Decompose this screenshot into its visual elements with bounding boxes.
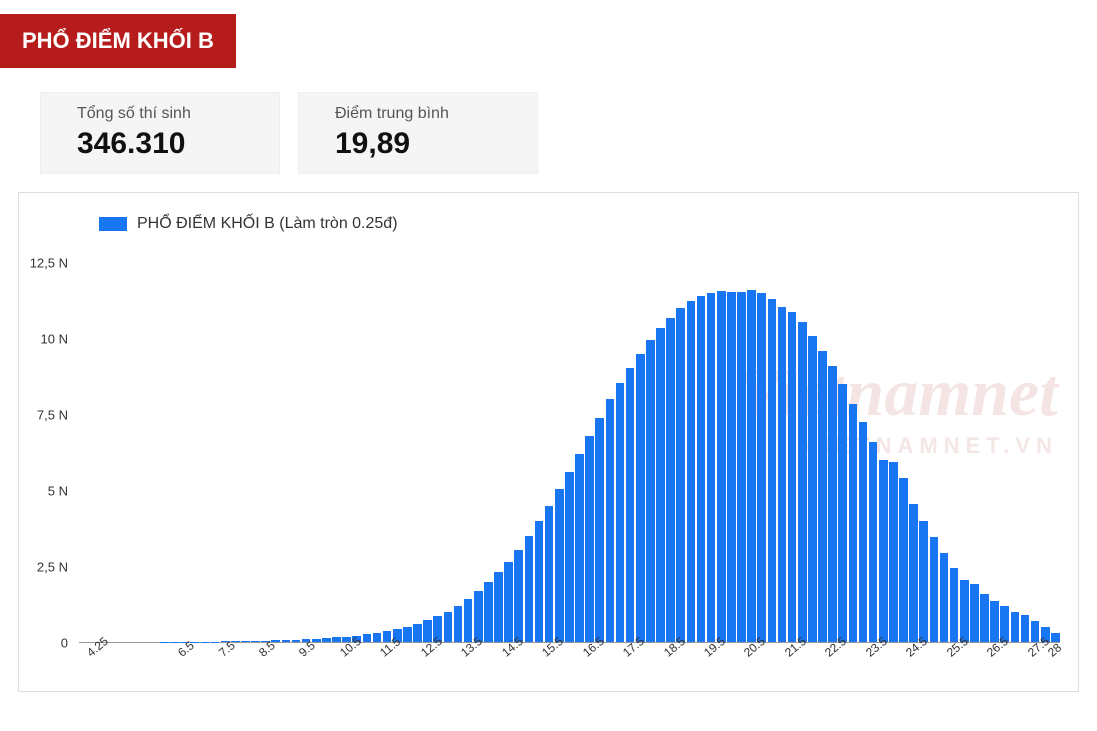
page-title: PHỔ ĐIỂM KHỐI B — [22, 28, 214, 53]
bar — [798, 322, 807, 642]
bar — [363, 634, 372, 642]
y-tick-label: 12,5 N — [30, 256, 68, 271]
stat-total-label: Tổng số thí sinh — [77, 105, 243, 123]
y-tick-label: 0 — [61, 636, 68, 651]
y-tick-label: 7,5 N — [37, 408, 68, 423]
bar — [757, 293, 766, 642]
chart-legend: PHỔ ĐIỂM KHỐI B (Làm tròn 0.25đ) — [19, 193, 1078, 243]
bar — [322, 638, 331, 642]
stat-total-value: 346.310 — [77, 127, 243, 161]
bar — [585, 436, 594, 642]
bar — [899, 478, 908, 642]
chart-container: PHỔ ĐIỂM KHỐI B (Làm tròn 0.25đ) Vietnam… — [18, 192, 1079, 692]
stat-total-candidates: Tổng số thí sinh 346.310 — [40, 92, 280, 174]
x-axis: 4.256.57.58.59.510.511.512.513.514.515.5… — [79, 643, 1060, 691]
legend-swatch — [99, 217, 127, 231]
bar — [1011, 612, 1020, 642]
bar — [879, 460, 888, 642]
bar — [980, 594, 989, 643]
bar — [616, 383, 625, 642]
bar — [454, 606, 463, 642]
bar — [312, 639, 321, 642]
bar — [464, 599, 473, 642]
bar — [909, 504, 918, 642]
bar — [332, 637, 341, 642]
bar — [484, 582, 493, 642]
y-tick-label: 5 N — [48, 484, 68, 499]
bar — [565, 472, 574, 642]
bar — [717, 291, 726, 642]
bar — [849, 404, 858, 642]
bar — [251, 641, 260, 642]
bar — [960, 580, 969, 642]
bar — [676, 308, 685, 642]
page-title-banner: PHỔ ĐIỂM KHỐI B — [0, 14, 236, 68]
bar — [919, 521, 928, 642]
stats-row: Tổng số thí sinh 346.310 Điểm trung bình… — [0, 68, 1097, 192]
bar — [494, 572, 503, 642]
bar — [646, 340, 655, 642]
bar — [707, 293, 716, 642]
bar — [606, 399, 615, 642]
bar — [950, 568, 959, 642]
y-tick-label: 10 N — [41, 332, 68, 347]
bar — [626, 368, 635, 642]
bar — [575, 454, 584, 642]
bar — [282, 640, 291, 642]
bar — [687, 301, 696, 642]
bar — [808, 336, 817, 642]
bar — [373, 633, 382, 642]
bar — [697, 296, 706, 642]
y-tick-label: 2,5 N — [37, 560, 68, 575]
stat-avg-label: Điểm trung bình — [335, 105, 501, 123]
bar — [292, 640, 301, 642]
stat-avg-value: 19,89 — [335, 127, 501, 161]
plot-area — [79, 263, 1060, 643]
bar — [666, 318, 675, 642]
bar — [595, 418, 604, 642]
bar — [828, 366, 837, 642]
bar — [545, 506, 554, 642]
bar — [504, 562, 513, 642]
bars-container — [79, 263, 1060, 643]
bar — [838, 384, 847, 642]
legend-label: PHỔ ĐIỂM KHỐI B (Làm tròn 0.25đ) — [137, 215, 398, 233]
bar — [525, 536, 534, 642]
bar — [413, 624, 422, 642]
bar — [555, 489, 564, 642]
bar — [656, 328, 665, 642]
bar — [818, 351, 827, 642]
bar — [869, 442, 878, 642]
stat-average-score: Điểm trung bình 19,89 — [298, 92, 538, 174]
bar — [241, 641, 250, 642]
bar — [535, 521, 544, 642]
bar — [859, 422, 868, 642]
y-axis: 02,5 N5 N7,5 N10 N12,5 N — [19, 263, 74, 643]
bar — [930, 537, 939, 642]
bar — [1021, 615, 1030, 642]
bar — [737, 292, 746, 642]
bar — [727, 292, 736, 642]
bar — [636, 354, 645, 642]
bar — [444, 612, 453, 642]
bar — [940, 553, 949, 642]
bar — [747, 290, 756, 642]
bar — [514, 550, 523, 642]
bar — [788, 312, 797, 642]
bar — [970, 584, 979, 642]
bar — [889, 462, 898, 642]
bar — [778, 307, 787, 642]
bar — [768, 299, 777, 642]
bar — [403, 627, 412, 642]
